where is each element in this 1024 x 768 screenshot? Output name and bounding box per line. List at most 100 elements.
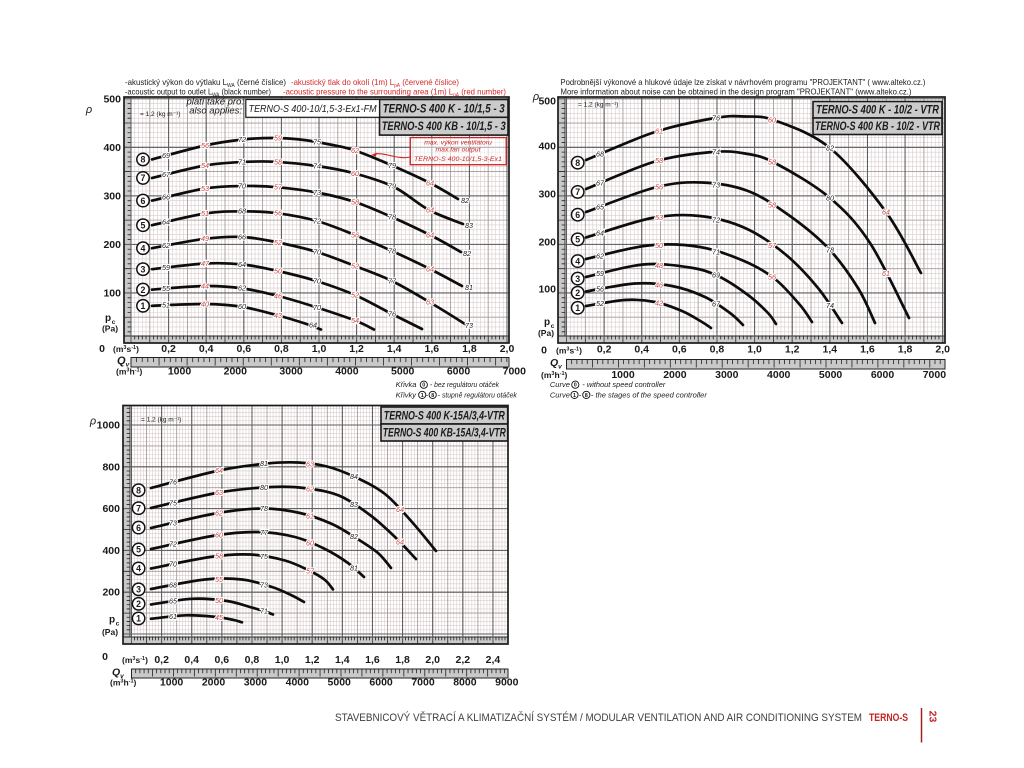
svg-text:1000: 1000 [611, 369, 635, 381]
svg-text:0,8: 0,8 [245, 654, 260, 666]
svg-text:2,0: 2,0 [425, 654, 440, 666]
svg-text:52: 52 [274, 238, 282, 247]
svg-text:4000: 4000 [286, 677, 310, 689]
svg-text:- the stages of the speed cont: - the stages of the speed controller [591, 390, 707, 399]
svg-text:58: 58 [215, 552, 223, 561]
svg-text:(m3h-1): (m3h-1) [116, 367, 143, 377]
svg-text:47: 47 [201, 259, 210, 268]
svg-text:Curve: Curve [550, 390, 570, 399]
svg-text:max. výkon ventilátoru: max. výkon ventilátoru [424, 140, 492, 147]
svg-text:0,2: 0,2 [597, 344, 612, 356]
svg-text:64: 64 [882, 207, 890, 216]
svg-text:500: 500 [103, 94, 121, 106]
svg-text:57: 57 [274, 183, 283, 192]
svg-text:82: 82 [350, 532, 358, 541]
svg-text:76: 76 [712, 113, 720, 122]
svg-text:ρ: ρ [85, 104, 92, 116]
svg-text:(m3s-1): (m3s-1) [122, 655, 148, 665]
svg-text:43: 43 [274, 311, 282, 320]
svg-text:8: 8 [585, 393, 588, 399]
svg-text:6: 6 [141, 196, 146, 206]
svg-text:70: 70 [169, 560, 177, 569]
svg-text:0: 0 [99, 343, 105, 355]
svg-text:3: 3 [136, 584, 141, 594]
svg-text:500: 500 [538, 96, 556, 108]
svg-text:6000: 6000 [871, 369, 895, 381]
svg-text:40: 40 [201, 299, 209, 308]
svg-text:4: 4 [575, 256, 580, 266]
svg-text:63: 63 [215, 488, 223, 497]
svg-text:max.fan output: max.fan output [436, 146, 482, 153]
svg-text:75: 75 [260, 552, 269, 561]
svg-text:TERNO-S 400 K - 10/1,5 - 3: TERNO-S 400 K - 10/1,5 - 3 [383, 101, 505, 115]
svg-text:-acoustic output to outlet LWA: -acoustic output to outlet LWA (black nu… [125, 87, 271, 99]
svg-text:3: 3 [575, 274, 580, 284]
svg-text:TERNO-S 400 KB - 10/2 - VTR: TERNO-S 400 KB - 10/2 - VTR [815, 119, 940, 133]
svg-text:(m3h-1): (m3h-1) [110, 678, 137, 688]
svg-text:56: 56 [768, 273, 776, 282]
svg-text:1,0: 1,0 [275, 654, 290, 666]
svg-text:51: 51 [201, 209, 209, 218]
svg-text:64: 64 [426, 230, 434, 239]
svg-text:4: 4 [141, 243, 146, 253]
svg-text:54: 54 [201, 161, 209, 170]
svg-text:6: 6 [136, 523, 141, 533]
svg-text:ρ: ρ [532, 91, 539, 103]
svg-text:-acoustic pressure to the surr: -acoustic pressure to the surrounding ar… [283, 87, 506, 99]
svg-text:c: c [116, 621, 120, 628]
svg-text:300: 300 [538, 189, 556, 201]
svg-text:78: 78 [388, 212, 396, 221]
svg-text:63: 63 [306, 459, 314, 468]
svg-text:67: 67 [712, 299, 721, 308]
svg-text:71: 71 [260, 607, 268, 616]
svg-text:TERNO-S 400 KB-15A/3,4-VTR: TERNO-S 400 KB-15A/3,4-VTR [383, 425, 506, 439]
svg-text:(Pa): (Pa) [538, 328, 554, 338]
svg-text:74: 74 [712, 147, 720, 156]
svg-text:1,6: 1,6 [424, 343, 439, 355]
svg-text:78: 78 [826, 246, 834, 255]
svg-text:45: 45 [215, 613, 224, 622]
svg-text:69: 69 [712, 271, 720, 280]
svg-text:Curve: Curve [550, 380, 570, 389]
svg-text:0,2: 0,2 [154, 654, 169, 666]
svg-text:52: 52 [596, 299, 604, 308]
svg-text:82: 82 [826, 143, 834, 152]
svg-text:79: 79 [388, 182, 396, 191]
svg-text:58: 58 [274, 157, 282, 166]
svg-text:0,4: 0,4 [199, 343, 214, 355]
svg-text:81: 81 [260, 459, 268, 468]
svg-text:4: 4 [136, 564, 141, 574]
svg-text:0,2: 0,2 [161, 343, 176, 355]
svg-text:Křivky: Křivky [396, 390, 418, 399]
svg-text:5000: 5000 [328, 677, 352, 689]
svg-text:61: 61 [169, 612, 177, 621]
svg-text:7000: 7000 [503, 366, 527, 378]
svg-text:56: 56 [655, 182, 663, 191]
svg-text:2000: 2000 [224, 366, 248, 378]
svg-text:68: 68 [169, 580, 177, 589]
svg-text:= 1,2 (kg m⁻¹): = 1,2 (kg m⁻¹) [578, 102, 618, 109]
svg-text:TERNO-S 400 K-15A/3,4-VTR: TERNO-S 400 K-15A/3,4-VTR [384, 408, 505, 422]
svg-text:23: 23 [927, 711, 939, 723]
svg-text:73: 73 [313, 188, 321, 197]
svg-text:1,6: 1,6 [860, 344, 875, 356]
svg-text:64: 64 [426, 178, 434, 187]
svg-text:57: 57 [306, 566, 315, 575]
svg-text:7000: 7000 [923, 369, 947, 381]
svg-text:71: 71 [238, 157, 246, 166]
svg-text:51: 51 [162, 301, 170, 310]
svg-text:64: 64 [162, 217, 170, 226]
svg-text:65: 65 [169, 597, 178, 606]
svg-text:60: 60 [215, 530, 223, 539]
svg-text:66: 66 [162, 193, 170, 202]
svg-text:1000: 1000 [160, 677, 184, 689]
svg-text:56: 56 [274, 209, 282, 218]
svg-text:54: 54 [351, 316, 359, 325]
svg-text:76: 76 [169, 478, 177, 487]
svg-text:2000: 2000 [663, 369, 687, 381]
svg-text:200: 200 [102, 587, 120, 599]
svg-text:70: 70 [313, 247, 321, 256]
svg-text:62: 62 [238, 284, 246, 293]
svg-text:0: 0 [422, 383, 425, 389]
svg-text:72: 72 [712, 216, 720, 225]
